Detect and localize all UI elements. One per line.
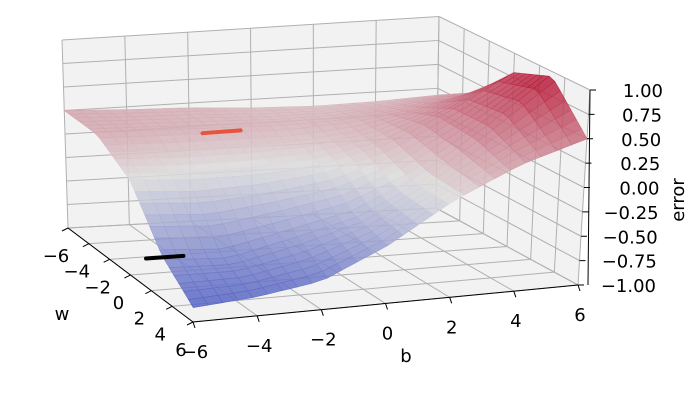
- back-grid-z: [63, 63, 439, 88]
- x-tick-mark: [449, 297, 453, 304]
- marker-1: [200, 128, 243, 136]
- x-tick-label: −6: [182, 342, 209, 363]
- y-tick-mark: [165, 305, 173, 310]
- z-tick-label: 1.00: [623, 81, 663, 102]
- x-tick-label: 6: [574, 305, 585, 326]
- markers: [144, 128, 243, 261]
- tick-labels: −6 −4 −2 0 2 4 6−6−4−20246−1.00−0.75−0.50−0.25…: [43, 81, 663, 363]
- y-axis-label: w: [55, 304, 70, 325]
- z-tick-label: −0.50: [603, 227, 658, 248]
- x-tick-mark: [385, 303, 388, 310]
- y-tick-mark: [82, 243, 90, 248]
- x-tick-mark: [256, 315, 260, 322]
- y-tick-label: 6: [175, 340, 186, 361]
- y-tick-label: −2: [84, 277, 111, 298]
- y-tick-label: 0: [113, 293, 124, 314]
- axis-edges: [61, 89, 596, 329]
- z-tick-label: −1.00: [601, 276, 656, 297]
- x-axis-label: b: [400, 346, 411, 367]
- z-tick-label: −0.75: [602, 252, 657, 273]
- x-tick-mark: [320, 309, 324, 316]
- back-grid-z: [64, 87, 438, 111]
- y-tick-mark: [124, 274, 131, 279]
- z-tick-label: 0.75: [622, 105, 662, 126]
- y-tick-label: −4: [64, 262, 91, 283]
- x-tick-mark: [577, 284, 581, 292]
- y-tick-mark: [145, 290, 152, 295]
- y-tick-label: 4: [154, 324, 165, 345]
- side-grid-z: [435, 207, 579, 286]
- x-tick-label: −2: [310, 330, 337, 351]
- z-tick-label: 0.25: [620, 154, 660, 175]
- side-grid-z: [438, 16, 591, 91]
- x-tick-label: 2: [446, 317, 457, 338]
- x-tick-label: 0: [382, 324, 393, 345]
- y-tick-label: −6: [43, 246, 70, 267]
- x-tick-mark: [192, 321, 196, 329]
- y-tick-mark: [186, 321, 194, 326]
- z-tick-label: 0.00: [619, 179, 659, 200]
- y-tick-label: 2: [134, 309, 145, 330]
- y-tick-mark: [103, 258, 110, 263]
- x-tick-mark: [513, 291, 517, 298]
- z-tick-label: −0.25: [603, 203, 658, 224]
- z-axis-label: error: [668, 178, 689, 222]
- x-tick-label: 4: [510, 311, 521, 332]
- z-tick-label: 0.50: [621, 130, 661, 151]
- back-grid-z: [61, 16, 440, 41]
- back-grid-z: [62, 39, 439, 64]
- x-tick-label: −4: [246, 336, 273, 357]
- marker-2: [144, 253, 186, 261]
- y-tick-mark: [61, 227, 69, 232]
